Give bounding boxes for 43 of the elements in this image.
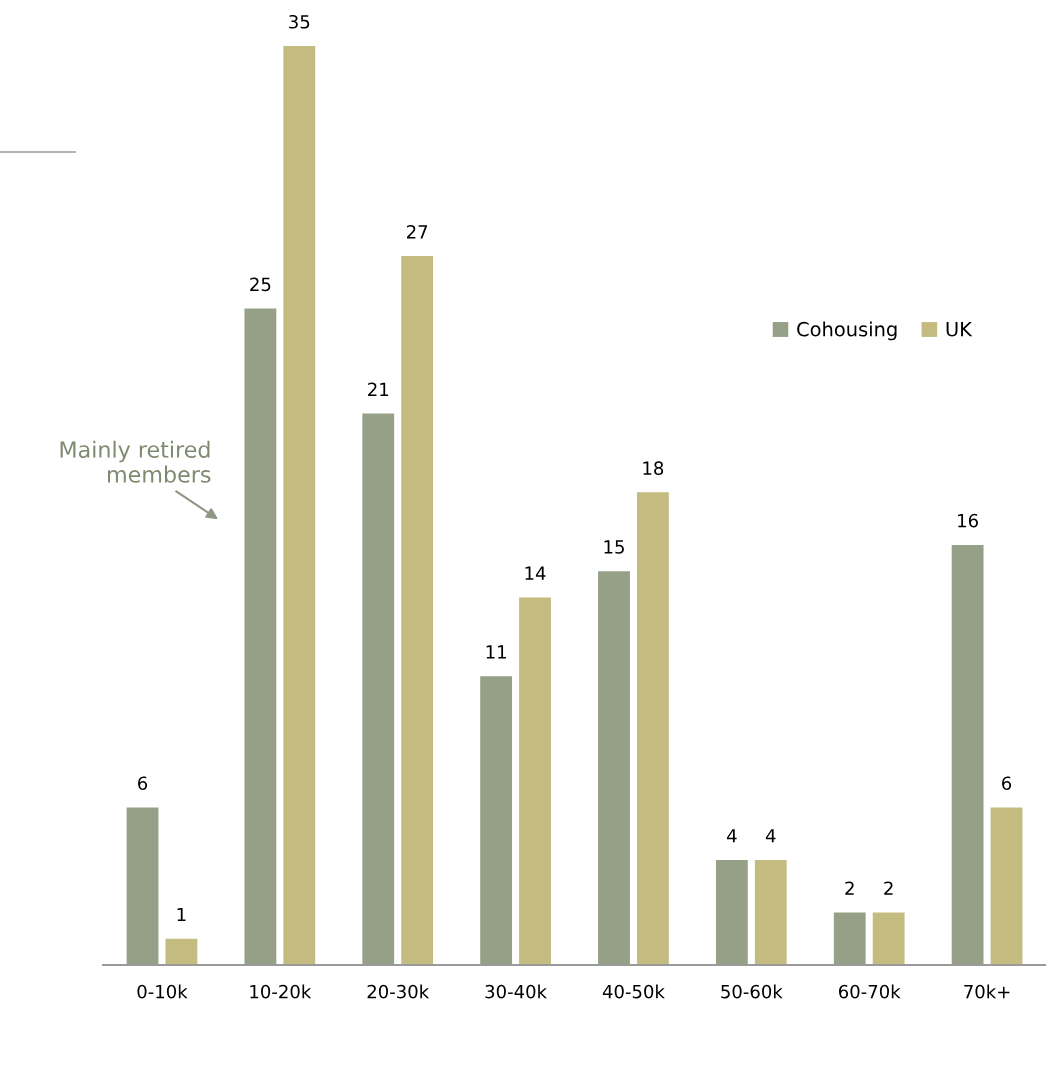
bar — [754, 859, 787, 965]
data-label: 6 — [138, 776, 148, 791]
bar — [598, 571, 630, 965]
data-label: 2 — [884, 881, 893, 895]
bar — [872, 912, 905, 965]
data-label: 27 — [406, 225, 428, 239]
data-label: 4 — [765, 829, 776, 843]
bar — [833, 912, 866, 965]
bar — [519, 597, 551, 965]
x-tick-label: 30-40k — [485, 984, 547, 999]
x-tick-label: 0-10k — [137, 984, 188, 999]
bar — [283, 46, 316, 965]
bar — [401, 256, 434, 965]
bar — [636, 492, 669, 965]
bar — [362, 413, 395, 965]
bar — [715, 859, 748, 965]
data-label: 15 — [604, 540, 624, 554]
x-tick-label: 10-20k — [250, 984, 312, 999]
x-tick-label: 20-30k — [367, 984, 430, 999]
data-label: 35 — [289, 14, 310, 29]
data-label: 16 — [958, 513, 978, 528]
data-label: 25 — [250, 277, 271, 292]
data-label: 6 — [1002, 776, 1012, 791]
bar — [990, 807, 1023, 965]
data-label: 14 — [525, 566, 546, 580]
bar — [126, 807, 159, 965]
data-label: 4 — [727, 829, 737, 843]
x-tick-label: 60-70k — [838, 984, 901, 999]
data-label: 1 — [177, 907, 186, 922]
x-tick-label: 50-60k — [721, 984, 783, 999]
legend-label: Cohousing — [797, 321, 897, 341]
legend-label: UK — [946, 322, 973, 337]
bar — [480, 676, 513, 965]
data-label: 2 — [845, 881, 854, 895]
bar — [165, 938, 198, 965]
x-tick-label: 70k+ — [964, 984, 1010, 999]
data-label: 11 — [486, 645, 506, 659]
x-tick-label: 40-50k — [602, 984, 665, 999]
data-label: 18 — [643, 461, 664, 475]
bar — [244, 308, 277, 965]
bar — [951, 544, 984, 965]
annotation: Mainly retired members — [60, 440, 211, 483]
data-label: 21 — [368, 382, 389, 396]
